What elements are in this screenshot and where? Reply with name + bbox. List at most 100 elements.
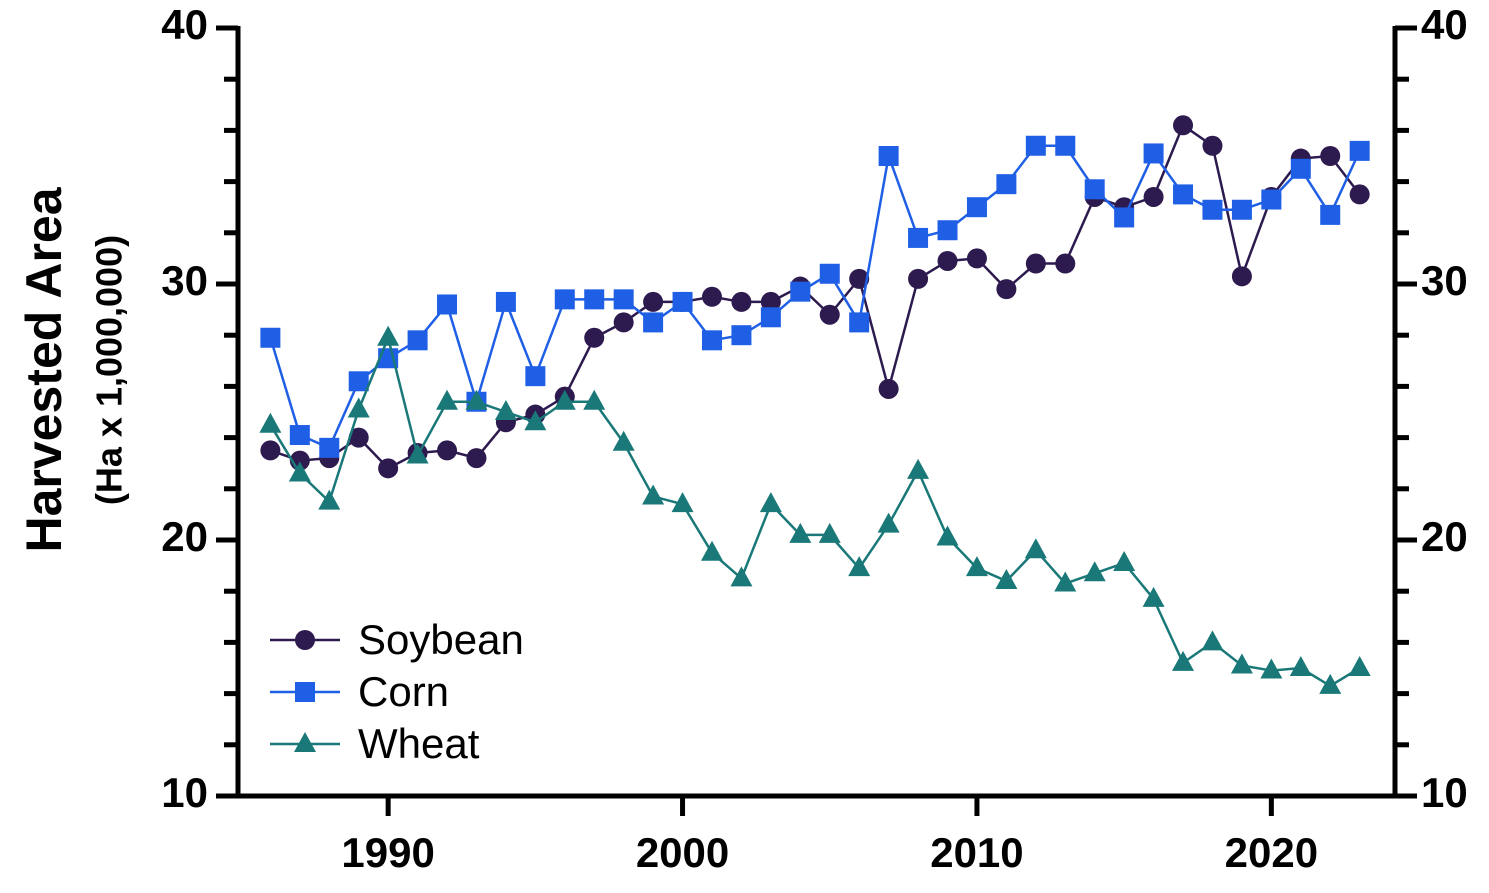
series-line — [269, 123, 1361, 470]
data-point — [1142, 586, 1165, 607]
data-point — [1230, 653, 1253, 674]
data-point — [1289, 656, 1312, 676]
data-point — [996, 279, 1017, 300]
data-point — [378, 458, 399, 479]
data-point — [642, 484, 665, 505]
data-point — [1114, 207, 1135, 228]
legend-marker — [295, 630, 315, 650]
data-point — [613, 289, 634, 310]
y-tick-label: 30 — [161, 257, 208, 304]
data-point — [1024, 538, 1047, 559]
data-point — [878, 146, 899, 166]
data-point — [966, 248, 987, 269]
data-point — [1143, 186, 1164, 207]
data-point — [1320, 204, 1341, 225]
data-point — [1173, 115, 1194, 136]
data-point — [584, 289, 605, 310]
y2-tick-label: 20 — [1421, 513, 1468, 560]
data-point — [965, 556, 988, 577]
y2-tick-label: 10 — [1421, 769, 1468, 816]
data-point — [524, 410, 547, 431]
data-point — [996, 174, 1017, 195]
data-point — [1348, 656, 1371, 676]
data-point — [908, 227, 929, 248]
data-point — [819, 304, 840, 325]
series-line — [269, 144, 1361, 450]
data-point — [466, 448, 487, 469]
data-point — [1113, 551, 1136, 572]
data-point — [701, 330, 722, 351]
data-point — [877, 512, 900, 533]
data-point — [1261, 189, 1282, 210]
data-point — [731, 325, 752, 346]
data-point — [1025, 253, 1046, 274]
data-point — [760, 291, 781, 312]
data-point — [260, 327, 281, 348]
data-point — [525, 366, 546, 387]
data-point — [495, 291, 516, 312]
data-point — [437, 440, 458, 461]
data-point — [790, 281, 811, 302]
data-point — [760, 307, 781, 328]
data-point — [1055, 253, 1076, 274]
y-tick-label: 20 — [161, 513, 208, 560]
data-point — [995, 568, 1018, 589]
data-point — [966, 197, 987, 218]
data-point — [878, 378, 899, 399]
data-point — [1349, 140, 1370, 161]
y2-tick-label: 40 — [1421, 1, 1468, 48]
data-point — [848, 556, 871, 577]
data-point — [1231, 199, 1252, 220]
y-axis-sublabel: (Ha x 1,000,000) — [89, 235, 130, 505]
legend-label: Soybean — [358, 616, 524, 663]
data-point — [936, 525, 959, 546]
data-point — [1173, 184, 1194, 205]
data-point — [1202, 135, 1223, 156]
data-point — [584, 327, 605, 348]
data-point — [613, 312, 634, 333]
data-point — [937, 220, 958, 241]
data-point — [1201, 630, 1224, 651]
data-point — [465, 389, 488, 410]
legend-marker — [295, 682, 315, 702]
data-point — [1025, 135, 1046, 156]
data-point — [289, 425, 310, 446]
data-point — [1260, 658, 1283, 679]
data-point — [818, 522, 841, 543]
legend-marker — [294, 732, 316, 752]
y-axis-label: Harvested Area — [16, 186, 72, 552]
y2-tick-label: 30 — [1421, 257, 1468, 304]
data-point — [1290, 158, 1311, 179]
y-tick-label: 10 — [161, 769, 208, 816]
data-point — [1083, 561, 1106, 582]
data-point — [407, 330, 428, 351]
data-point — [406, 443, 429, 464]
data-point — [319, 437, 340, 458]
data-point — [759, 492, 782, 513]
data-point — [1202, 199, 1223, 220]
data-point — [288, 461, 311, 482]
data-point — [672, 291, 693, 312]
x-tick-label: 1990 — [341, 829, 434, 876]
data-point — [347, 397, 370, 418]
data-point — [849, 312, 870, 333]
data-point — [701, 286, 722, 307]
legend-label: Corn — [358, 668, 449, 715]
data-point — [700, 540, 723, 561]
data-point — [318, 489, 341, 510]
data-point — [348, 371, 369, 392]
data-point — [377, 325, 400, 346]
data-point — [671, 492, 694, 513]
data-point — [730, 566, 753, 587]
data-point — [819, 263, 840, 284]
y-tick-label: 40 — [161, 1, 208, 48]
x-tick-label: 2010 — [930, 829, 1023, 876]
data-point — [1143, 143, 1164, 164]
data-point — [1319, 673, 1342, 694]
data-point — [731, 291, 752, 312]
data-point — [1084, 179, 1105, 200]
data-point — [908, 268, 929, 289]
data-point — [260, 440, 281, 461]
data-point — [436, 389, 459, 410]
